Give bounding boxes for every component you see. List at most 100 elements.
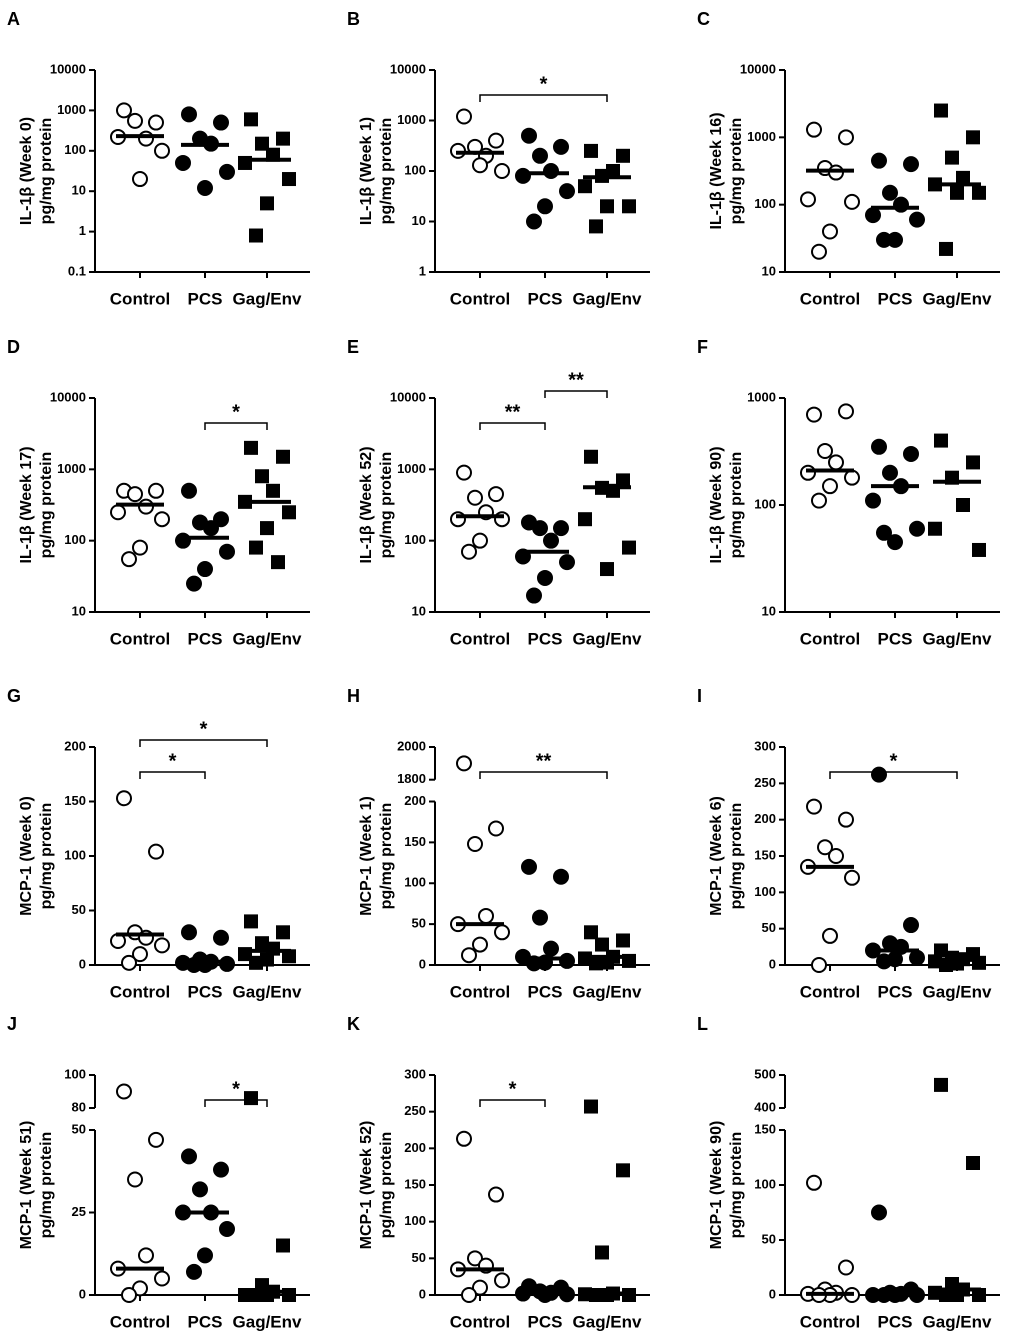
data-point bbox=[553, 520, 569, 537]
data-point bbox=[871, 766, 887, 783]
data-point bbox=[606, 164, 620, 178]
y-tick-label: 200 bbox=[754, 811, 776, 826]
panel-label: L bbox=[697, 1014, 708, 1034]
y-tick-label: 10 bbox=[72, 183, 86, 198]
data-point bbox=[595, 937, 609, 952]
data-point bbox=[456, 464, 472, 481]
data-point bbox=[249, 955, 263, 970]
data-point bbox=[909, 211, 925, 228]
data-point bbox=[806, 1174, 822, 1191]
data-point bbox=[461, 543, 477, 560]
y-tick-label: 150 bbox=[754, 847, 776, 862]
data-point bbox=[903, 445, 919, 462]
data-point bbox=[260, 952, 274, 967]
data-point bbox=[865, 207, 881, 224]
y-axis-label: pg/mg protein bbox=[378, 452, 395, 559]
y-tick-label: 1000 bbox=[57, 461, 86, 476]
y-tick-label: 200 bbox=[404, 793, 426, 808]
data-point bbox=[472, 157, 488, 174]
significance-label: * bbox=[540, 73, 548, 95]
data-point bbox=[197, 180, 213, 197]
data-point bbox=[584, 925, 598, 940]
x-tick-label: PCS bbox=[878, 289, 913, 308]
data-point bbox=[132, 946, 148, 963]
data-point bbox=[589, 956, 603, 971]
x-tick-label: PCS bbox=[188, 629, 223, 648]
data-point bbox=[622, 199, 636, 214]
y-tick-label: 300 bbox=[404, 1066, 426, 1081]
significance-label: ** bbox=[568, 369, 584, 391]
y-tick-label: 80 bbox=[72, 1099, 86, 1114]
y-tick-label: 10000 bbox=[740, 61, 776, 76]
x-tick-label: Control bbox=[110, 982, 170, 1001]
data-point bbox=[260, 196, 274, 211]
data-point bbox=[494, 924, 510, 941]
data-point bbox=[616, 148, 630, 163]
data-point bbox=[806, 798, 822, 815]
significance-bracket bbox=[479, 94, 608, 102]
data-point bbox=[817, 839, 833, 856]
x-tick-label: Control bbox=[800, 289, 860, 308]
data-point bbox=[537, 569, 553, 586]
data-point bbox=[806, 406, 822, 423]
x-tick-label: PCS bbox=[188, 1312, 223, 1331]
x-tick-label: Gag/Env bbox=[233, 982, 303, 1001]
y-axis-label: pg/mg protein bbox=[38, 1132, 55, 1239]
data-point bbox=[871, 438, 887, 455]
y-tick-label: 0.1 bbox=[68, 263, 86, 278]
y-tick-label: 10 bbox=[412, 213, 426, 228]
data-point bbox=[543, 163, 559, 179]
y-tick-label: 10 bbox=[412, 603, 426, 618]
data-point bbox=[461, 947, 477, 964]
x-tick-label: Gag/Env bbox=[233, 629, 303, 648]
data-point bbox=[132, 539, 148, 556]
data-point bbox=[584, 143, 598, 158]
y-tick-label: 0 bbox=[769, 1286, 776, 1301]
data-point bbox=[532, 520, 548, 537]
data-point bbox=[148, 482, 164, 499]
data-point bbox=[116, 102, 132, 119]
x-tick-label: Control bbox=[800, 1312, 860, 1331]
data-point bbox=[966, 455, 980, 470]
data-point bbox=[478, 907, 494, 924]
panel-label: D bbox=[7, 337, 20, 357]
data-point bbox=[249, 228, 263, 243]
data-point bbox=[456, 108, 472, 125]
x-tick-label: PCS bbox=[188, 982, 223, 1001]
data-point bbox=[828, 848, 844, 864]
y-tick-label: 100 bbox=[64, 847, 86, 862]
x-tick-label: Control bbox=[110, 629, 170, 648]
data-point bbox=[972, 185, 986, 200]
y-axis-label: pg/mg protein bbox=[728, 803, 745, 910]
data-point bbox=[148, 843, 164, 860]
data-point bbox=[537, 198, 553, 215]
significance-label: * bbox=[890, 750, 898, 772]
data-point bbox=[526, 587, 542, 604]
data-point bbox=[148, 1131, 164, 1148]
data-point bbox=[138, 130, 154, 147]
significance-label: * bbox=[169, 750, 177, 772]
panel-label: F bbox=[697, 337, 708, 357]
data-point bbox=[213, 1161, 229, 1178]
y-tick-label: 100 bbox=[404, 1213, 426, 1228]
y-tick-label: 10000 bbox=[50, 389, 86, 404]
y-tick-label: 1000 bbox=[747, 389, 776, 404]
significance-bracket bbox=[479, 422, 546, 430]
data-point bbox=[822, 223, 838, 240]
data-point bbox=[945, 150, 959, 165]
data-point bbox=[800, 464, 816, 481]
significance-label: ** bbox=[536, 750, 552, 772]
panel-label: G bbox=[7, 686, 21, 706]
data-point bbox=[276, 925, 290, 940]
data-point bbox=[800, 191, 816, 208]
y-tick-label: 1800 bbox=[397, 771, 426, 786]
data-point bbox=[521, 127, 537, 144]
y-tick-label: 50 bbox=[412, 1250, 426, 1265]
y-tick-label: 50 bbox=[72, 902, 86, 917]
x-tick-label: PCS bbox=[878, 1312, 913, 1331]
data-point bbox=[515, 167, 531, 184]
data-point bbox=[543, 532, 559, 549]
y-axis-label: MCP-1 (Week 90) bbox=[708, 1121, 725, 1250]
y-tick-label: 150 bbox=[404, 834, 426, 849]
